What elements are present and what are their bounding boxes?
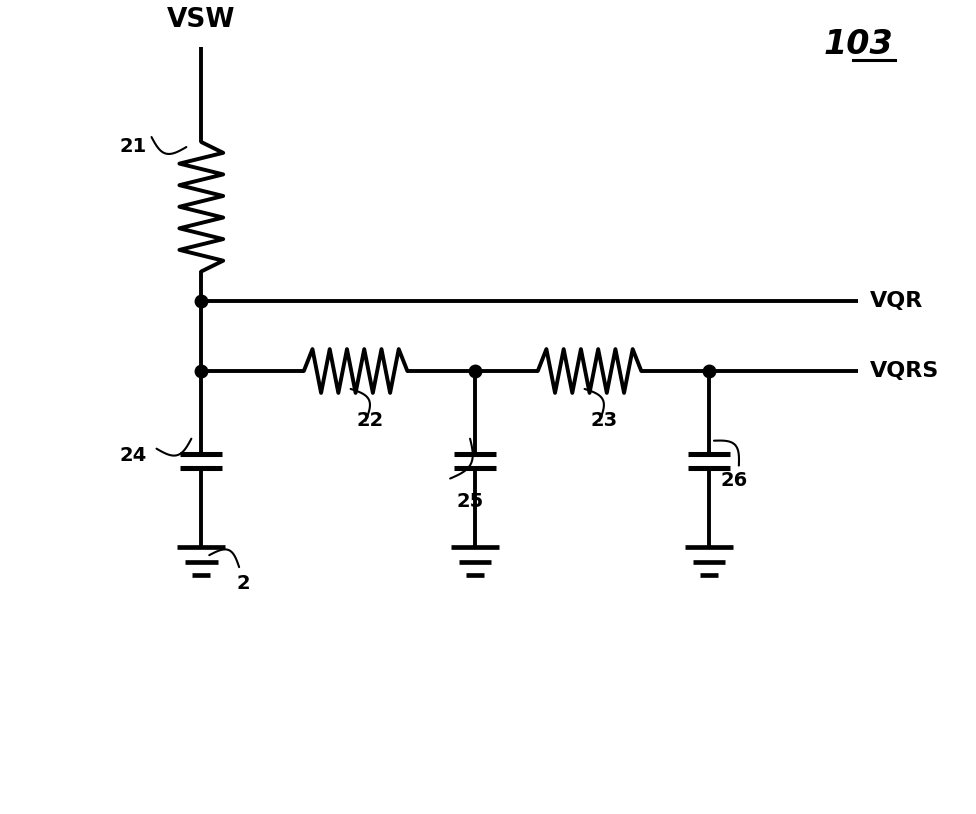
Text: 23: 23 [590,411,618,430]
Text: 21: 21 [119,137,146,156]
Text: 26: 26 [721,470,749,489]
Text: VQRS: VQRS [871,361,940,381]
Text: 25: 25 [457,492,484,511]
Text: 22: 22 [357,411,385,430]
Text: 103: 103 [824,28,893,60]
Text: 24: 24 [119,446,146,465]
Text: 2: 2 [236,574,250,593]
Text: VQR: VQR [871,291,923,311]
Text: VSW: VSW [167,7,235,33]
